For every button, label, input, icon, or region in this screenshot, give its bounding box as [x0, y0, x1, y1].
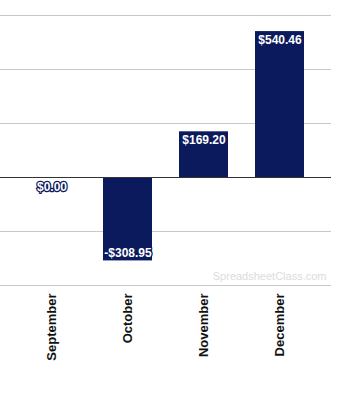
svg-text:$169.20: $169.20 — [182, 133, 226, 147]
svg-text:SpreadsheetClass.com: SpreadsheetClass.com — [213, 270, 327, 282]
svg-text:September: September — [44, 294, 59, 361]
svg-text:December: December — [272, 294, 287, 357]
svg-text:$0.00: $0.00 — [37, 180, 67, 194]
svg-text:November: November — [196, 294, 211, 358]
svg-text:-$308.95: -$308.95 — [104, 246, 152, 260]
svg-text:$540.46: $540.46 — [258, 33, 302, 47]
svg-text:October: October — [120, 294, 135, 344]
